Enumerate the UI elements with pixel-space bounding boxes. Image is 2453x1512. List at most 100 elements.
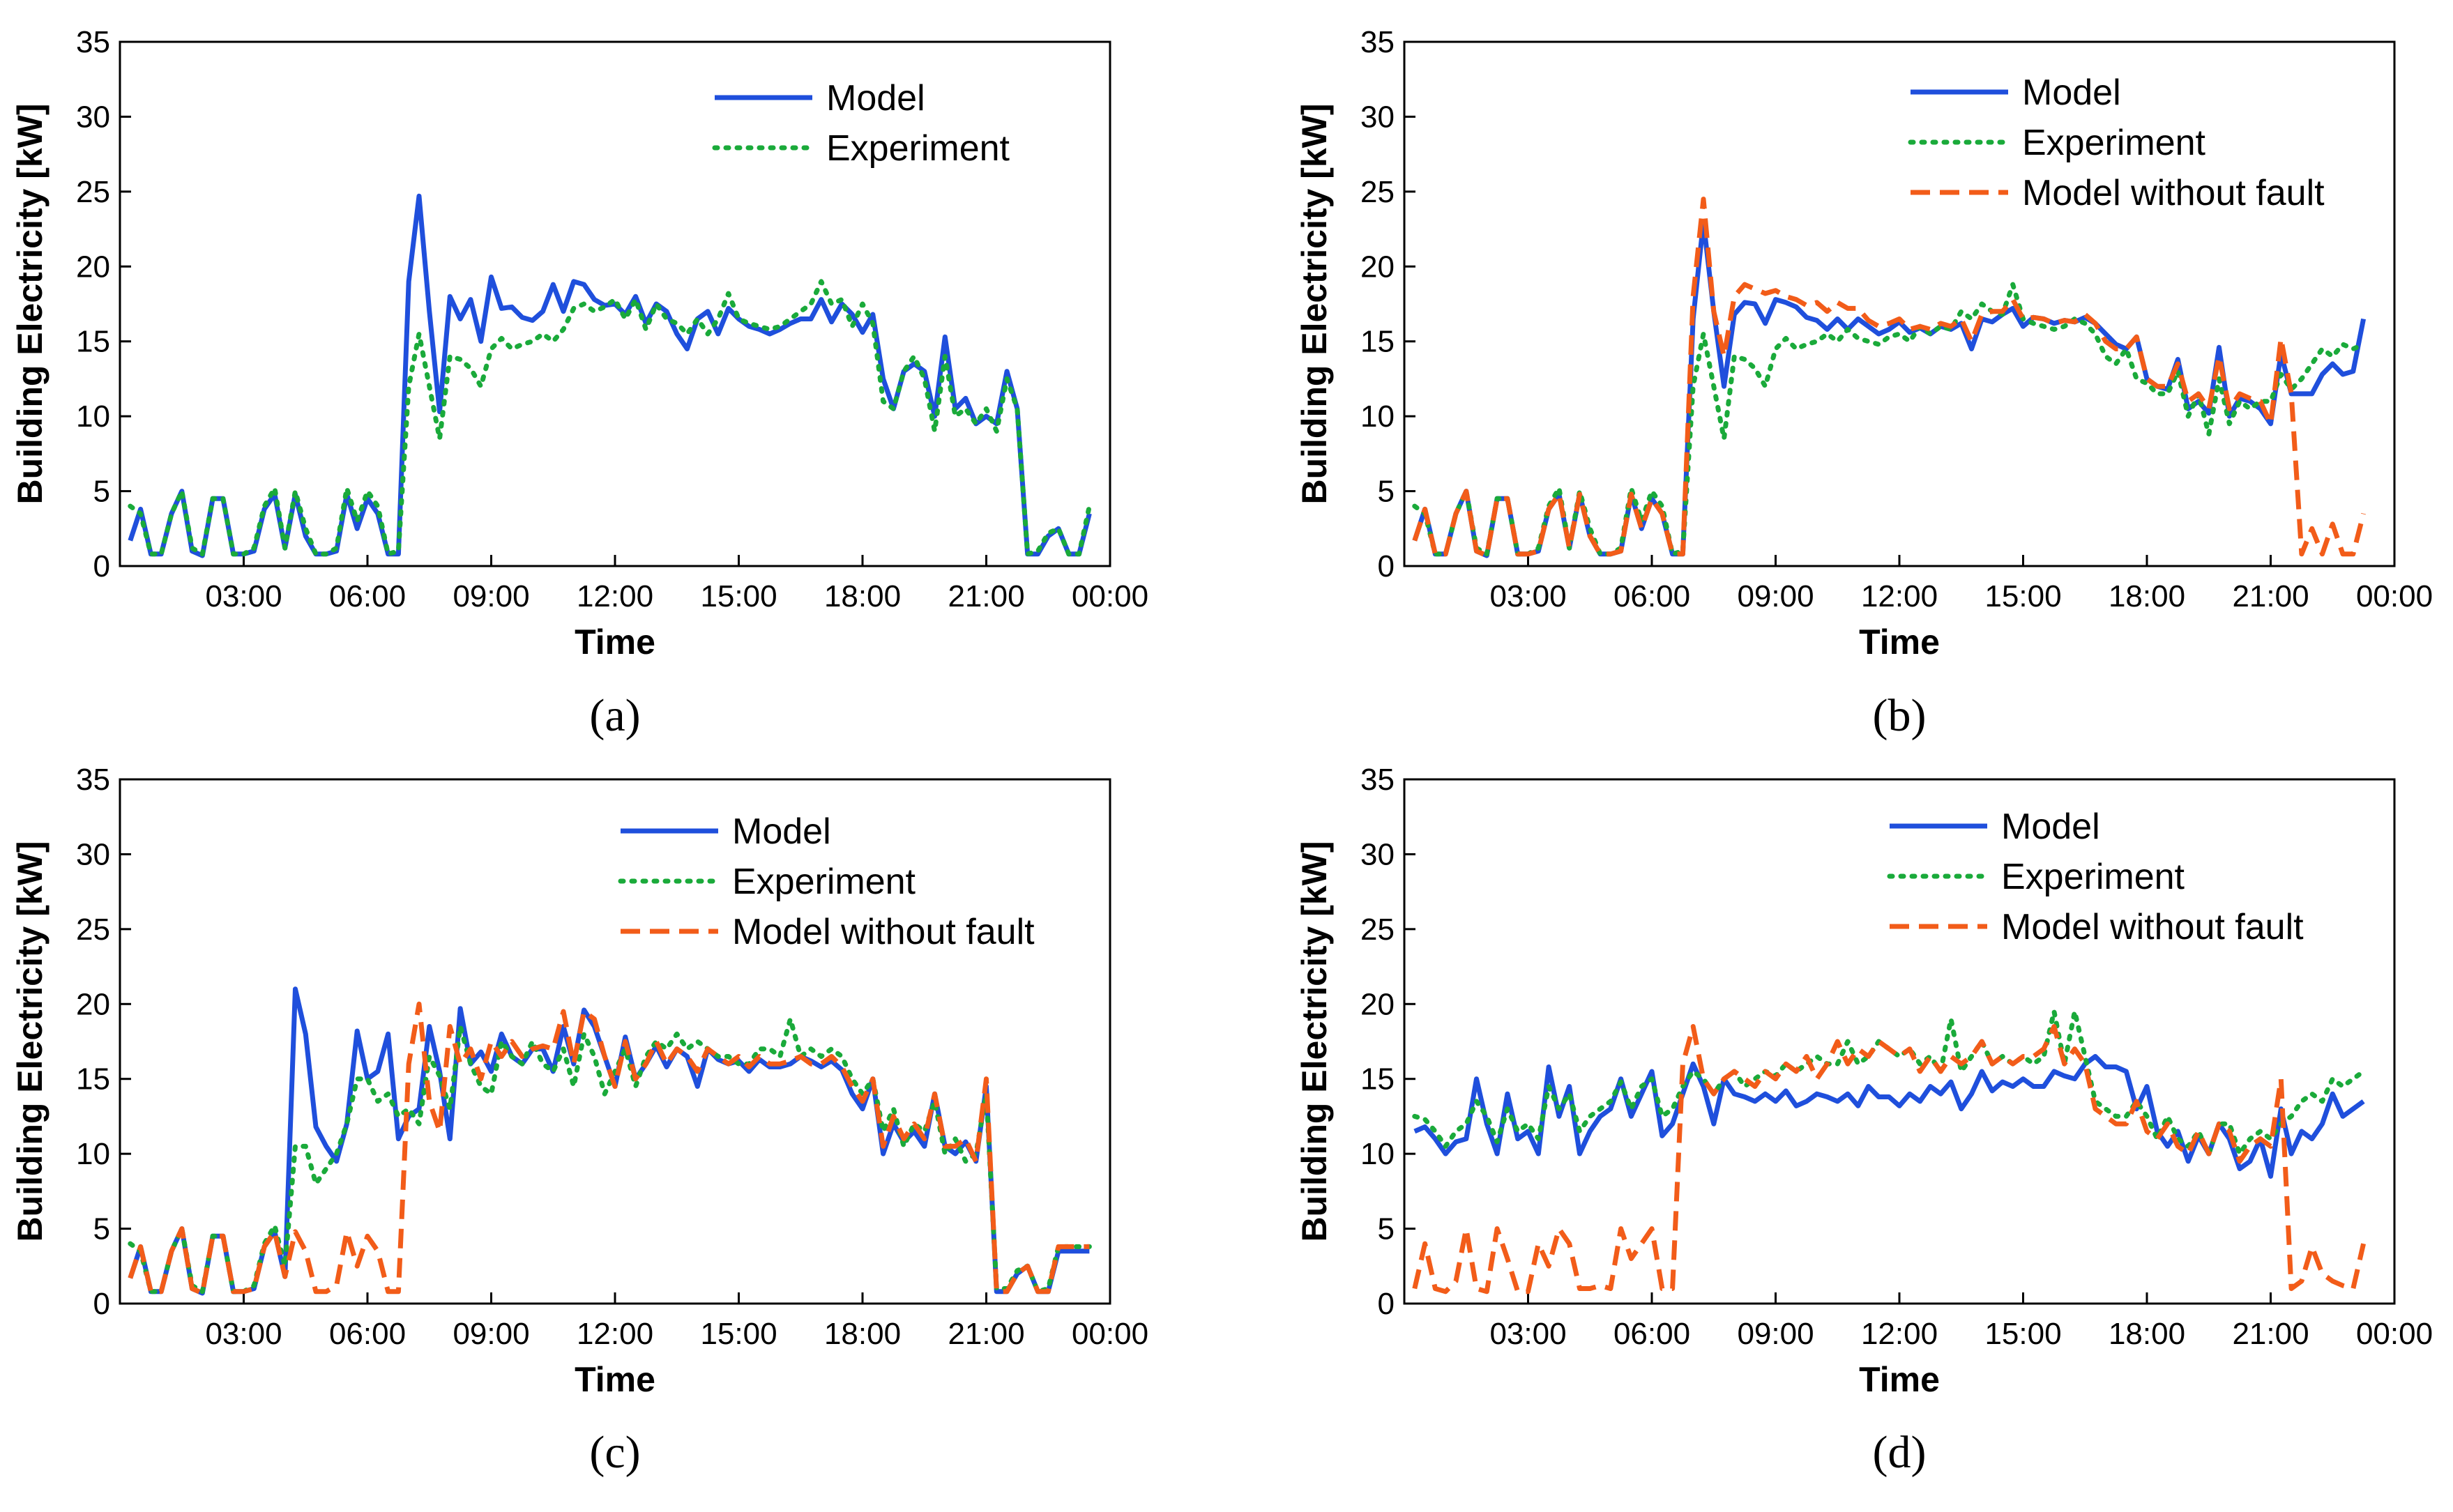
y-tick-label: 25: [1360, 912, 1395, 947]
y-tick-label: 25: [76, 912, 110, 947]
x-tick-label: 18:00: [824, 1317, 901, 1351]
y-axis-title: Building Electricity [kW]: [1295, 103, 1334, 504]
y-tick-label: 30: [1360, 837, 1395, 871]
x-axis-title: Time: [575, 623, 655, 662]
y-tick-label: 15: [76, 1062, 110, 1097]
y-tick-label: 20: [1360, 987, 1395, 1021]
legend-label: Experiment: [732, 862, 916, 902]
y-tick-label: 25: [1360, 175, 1395, 209]
y-tick-label: 10: [76, 399, 110, 434]
x-tick-label: 03:00: [205, 579, 282, 613]
y-tick-label: 15: [1360, 1062, 1395, 1097]
x-tick-label: 12:00: [577, 1317, 653, 1351]
y-tick-label: 15: [1360, 325, 1395, 359]
x-tick-label: 09:00: [1737, 1317, 1814, 1351]
y-tick-label: 20: [76, 250, 110, 284]
legend-label: Experiment: [2001, 857, 2185, 897]
legend-label: Model without fault: [2001, 907, 2304, 947]
x-tick-label: 18:00: [2109, 579, 2185, 613]
x-tick-label: 06:00: [329, 1317, 406, 1351]
chart-panel-d: 0 5 10 15 20 25 30 35 03:00 06:00 09:00 12:00 15:00 1…: [1295, 763, 2433, 1478]
chart-panel-c: 0 5 10 15 20 25 30 35 03:00 06:00 09:00 12:00 15:00 1…: [10, 763, 1148, 1478]
x-tick-label: 15:00: [1984, 1317, 2061, 1351]
y-axis-title: Building Electricity [kW]: [1295, 841, 1334, 1242]
x-tick-label: 18:00: [2109, 1317, 2185, 1351]
series-line-model: [128, 193, 1092, 558]
series-line-model-without-fault: [128, 1001, 1090, 1296]
x-tick-label: 03:00: [1489, 579, 1566, 613]
y-tick-label: 5: [93, 475, 110, 509]
x-tick-label: 06:00: [1613, 579, 1690, 613]
x-tick-label: 12:00: [1861, 1317, 1938, 1351]
y-tick-label: 35: [76, 763, 110, 797]
y-tick-label: 30: [76, 837, 110, 871]
y-tick-label: 0: [93, 549, 110, 583]
y-tick-label: 5: [1378, 1212, 1395, 1246]
x-axis-title: Time: [575, 1360, 655, 1399]
panel-label: (c): [589, 1427, 640, 1478]
x-tick-label: 12:00: [1861, 579, 1938, 613]
x-tick-label: 15:00: [1984, 579, 2061, 613]
panel-label: (d): [1873, 1427, 1927, 1478]
legend-label: Experiment: [2022, 123, 2206, 163]
series-line-model: [128, 986, 1090, 1296]
y-axis-title: Building Electricity [kW]: [10, 103, 50, 504]
x-tick-label: 03:00: [1489, 1317, 1566, 1351]
legend-label: Model: [2001, 807, 2100, 847]
panel-label: (a): [589, 690, 640, 741]
y-tick-label: 10: [1360, 1137, 1395, 1171]
x-tick-label: 00:00: [2356, 579, 2433, 613]
y-tick-label: 0: [1378, 549, 1395, 583]
legend-label: Experiment: [826, 128, 1010, 169]
x-tick-label: 21:00: [948, 579, 1024, 613]
y-tick-label: 20: [76, 987, 110, 1021]
series-line-model: [1413, 1054, 2365, 1179]
y-tick-label: 30: [1360, 100, 1395, 134]
y-tick-label: 0: [93, 1287, 110, 1321]
series-line-model-without-fault: [1412, 197, 2366, 558]
y-tick-label: 20: [1360, 250, 1395, 284]
legend-label: Model without fault: [732, 912, 1035, 952]
x-tick-label: 15:00: [700, 579, 777, 613]
chart-panel-a: 0 5 10 15 20 25 30 35 03:00 06:00 09:00 12:00 15:00 1…: [10, 25, 1148, 741]
x-tick-label: 15:00: [700, 1317, 777, 1351]
y-tick-label: 35: [1360, 25, 1395, 59]
series-line-model-without-fault: [1412, 1024, 2367, 1295]
plot-frame: [1403, 778, 2396, 1305]
x-tick-label: 21:00: [2232, 1317, 2309, 1351]
x-tick-label: 06:00: [329, 579, 406, 613]
y-tick-label: 35: [76, 25, 110, 59]
x-tick-label: 21:00: [948, 1317, 1024, 1351]
y-tick-label: 15: [76, 325, 110, 359]
x-tick-label: 09:00: [1737, 579, 1814, 613]
x-tick-label: 00:00: [2356, 1317, 2433, 1351]
legend-label: Model: [2022, 72, 2121, 113]
x-tick-label: 09:00: [453, 1317, 529, 1351]
series-line-experiment: [128, 279, 1092, 557]
series-line-experiment: [1412, 1009, 2367, 1156]
y-tick-label: 10: [76, 1137, 110, 1171]
plot-frame: [1403, 40, 2396, 567]
series-line-experiment: [128, 1016, 1092, 1295]
legend-label: Model: [732, 811, 831, 852]
y-axis-title: Building Electricity [kW]: [10, 841, 50, 1242]
x-tick-label: 03:00: [205, 1317, 282, 1351]
panel-label: (b): [1873, 690, 1927, 741]
y-tick-label: 5: [1378, 475, 1395, 509]
x-axis-title: Time: [1859, 623, 1940, 662]
x-tick-label: 12:00: [577, 579, 653, 613]
y-tick-label: 10: [1360, 399, 1395, 434]
legend-label: Model: [826, 78, 925, 119]
x-tick-label: 21:00: [2232, 579, 2309, 613]
chart-panel-b: 0 5 10 15 20 25 30 35 03:00 06:00 09:00 12:00 15:00 1…: [1295, 25, 2433, 741]
y-tick-label: 0: [1378, 1287, 1395, 1321]
y-tick-label: 35: [1360, 763, 1395, 797]
x-tick-label: 18:00: [824, 579, 901, 613]
x-tick-label: 00:00: [1072, 579, 1148, 613]
y-tick-label: 5: [93, 1212, 110, 1246]
x-tick-label: 09:00: [453, 579, 529, 613]
x-tick-label: 00:00: [1072, 1317, 1148, 1351]
x-axis-title: Time: [1859, 1360, 1940, 1399]
y-tick-label: 25: [76, 175, 110, 209]
